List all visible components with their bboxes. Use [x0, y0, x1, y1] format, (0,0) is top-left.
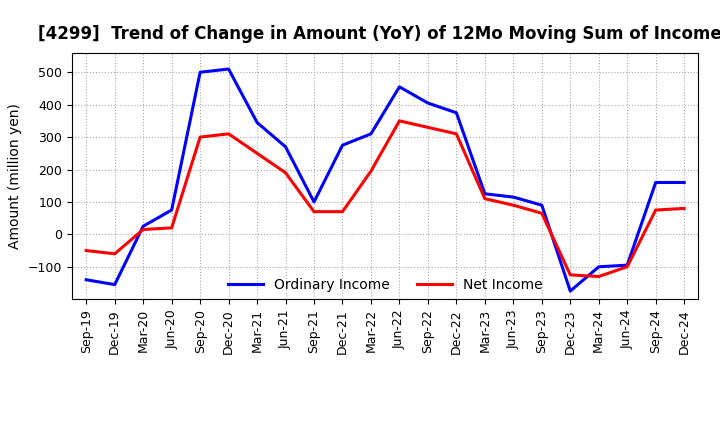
- Ordinary Income: [680, 180, 688, 185]
- Ordinary Income: [595, 264, 603, 269]
- Net Income: [167, 225, 176, 231]
- Net Income: [452, 131, 461, 136]
- Net Income: [480, 196, 489, 202]
- Ordinary Income: [480, 191, 489, 197]
- Ordinary Income: [452, 110, 461, 115]
- Line: Ordinary Income: Ordinary Income: [86, 69, 684, 291]
- Ordinary Income: [423, 100, 432, 106]
- Net Income: [395, 118, 404, 124]
- Ordinary Income: [395, 84, 404, 89]
- Net Income: [282, 170, 290, 176]
- Net Income: [652, 207, 660, 213]
- Net Income: [196, 135, 204, 140]
- Ordinary Income: [167, 207, 176, 213]
- Ordinary Income: [366, 131, 375, 136]
- Net Income: [225, 131, 233, 136]
- Legend: Ordinary Income, Net Income: Ordinary Income, Net Income: [222, 272, 548, 297]
- Ordinary Income: [282, 144, 290, 150]
- Ordinary Income: [537, 202, 546, 208]
- Ordinary Income: [82, 277, 91, 282]
- Ordinary Income: [338, 143, 347, 148]
- Net Income: [680, 206, 688, 211]
- Net Income: [82, 248, 91, 253]
- Ordinary Income: [509, 194, 518, 200]
- Ordinary Income: [652, 180, 660, 185]
- Net Income: [537, 211, 546, 216]
- Ordinary Income: [225, 66, 233, 72]
- Net Income: [110, 251, 119, 257]
- Net Income: [253, 150, 261, 156]
- Ordinary Income: [623, 263, 631, 268]
- Net Income: [595, 274, 603, 279]
- Title: [4299]  Trend of Change in Amount (YoY) of 12Mo Moving Sum of Incomes: [4299] Trend of Change in Amount (YoY) o…: [38, 25, 720, 43]
- Ordinary Income: [196, 70, 204, 75]
- Ordinary Income: [566, 289, 575, 294]
- Net Income: [623, 264, 631, 269]
- Net Income: [310, 209, 318, 214]
- Ordinary Income: [253, 120, 261, 125]
- Ordinary Income: [139, 224, 148, 229]
- Net Income: [338, 209, 347, 214]
- Net Income: [566, 272, 575, 278]
- Y-axis label: Amount (million yen): Amount (million yen): [9, 103, 22, 249]
- Net Income: [139, 227, 148, 232]
- Net Income: [423, 125, 432, 130]
- Net Income: [366, 169, 375, 174]
- Net Income: [509, 202, 518, 208]
- Ordinary Income: [110, 282, 119, 287]
- Line: Net Income: Net Income: [86, 121, 684, 276]
- Ordinary Income: [310, 199, 318, 205]
